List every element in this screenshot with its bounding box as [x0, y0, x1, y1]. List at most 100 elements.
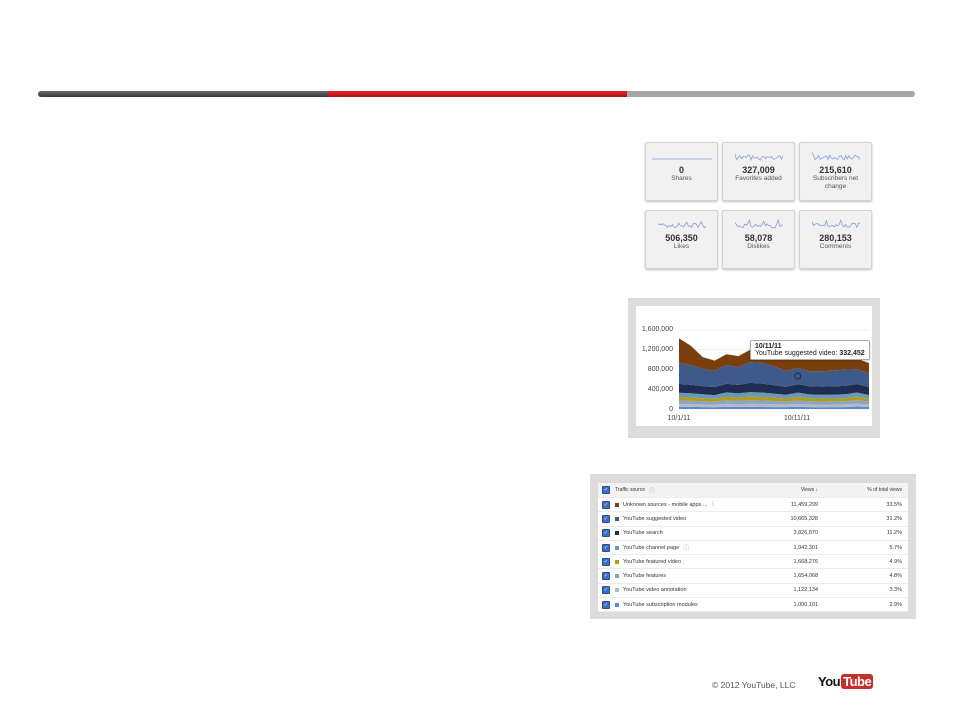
metric-label: Likes — [673, 243, 690, 250]
y-tick-label: 1,200,000 — [642, 346, 673, 353]
percent-value: 2.9% — [889, 601, 902, 608]
views-value: 3,826,870 — [793, 530, 818, 537]
series-color-swatch — [615, 545, 619, 550]
table-row[interactable]: ✓ Unknown sources - mobile apps ... ☾ 11,45… — [598, 498, 908, 513]
more-icon[interactable]: ☾ — [711, 502, 717, 509]
row-checkbox[interactable]: ✓ — [602, 572, 610, 581]
percent-value: 31.2% — [886, 515, 902, 522]
row-checkbox[interactable]: ✓ — [602, 529, 610, 538]
percent-value: 3.3% — [889, 587, 902, 594]
tooltip-value: 332,452 — [839, 350, 865, 357]
views-value: 10,665,328 — [790, 515, 818, 522]
views-value: 1,668,276 — [793, 558, 818, 565]
source-name[interactable]: YouTube featured video — [623, 558, 681, 565]
row-checkbox[interactable]: ✓ — [602, 600, 610, 609]
source-name[interactable]: YouTube features — [623, 573, 667, 580]
help-icon[interactable]: ⓘ — [649, 488, 656, 495]
area-series[interactable] — [679, 403, 869, 408]
sparkline — [811, 152, 860, 161]
sparkline-line — [734, 153, 783, 161]
tooltip-date: 10/11/11 — [755, 343, 782, 350]
sparkline-line — [734, 218, 783, 229]
y-tick-label: 0 — [669, 406, 673, 413]
table-row[interactable]: ✓ YouTube channel page ⓘ 1,942,301 5.7% — [598, 541, 908, 556]
sparkline — [657, 220, 706, 229]
header-traffic-source[interactable]: Traffic source — [615, 487, 646, 493]
sparkline-line — [811, 152, 860, 161]
table-header: ✓ Traffic source ⓘ Views ↓ % of total view… — [598, 483, 908, 498]
area-series[interactable] — [679, 406, 869, 409]
sparkline — [811, 218, 860, 229]
help-icon[interactable]: ⓘ — [683, 546, 690, 553]
chart-tooltip: 10/11/11 YouTube suggested video: 332,45… — [750, 340, 870, 360]
views-value: 1,654,068 — [793, 573, 818, 580]
views-value: 1,122,134 — [793, 587, 818, 594]
y-tick-label: 400,000 — [648, 386, 673, 393]
sparkline — [734, 153, 783, 161]
views-value: 11,459,299 — [790, 501, 818, 508]
area-series[interactable] — [679, 362, 869, 388]
metric-label: Dislikes — [747, 243, 770, 250]
area-series[interactable] — [679, 400, 869, 405]
metric-value: 506,350 — [665, 233, 698, 243]
row-checkbox[interactable]: ✓ — [602, 557, 610, 566]
row-checkbox[interactable]: ✓ — [602, 500, 610, 509]
series-color-swatch — [615, 502, 619, 507]
select-all-checkbox[interactable]: ✓ — [602, 486, 610, 494]
header-views[interactable]: Views ↓ — [800, 487, 818, 493]
series-color-swatch — [615, 588, 619, 593]
table-row[interactable]: ✓ YouTube featured video 1,668,276 4.9% — [598, 555, 908, 570]
table-row[interactable]: ✓ YouTube suggested video 10,665,328 31.2% — [598, 512, 908, 527]
y-tick-label: 800,000 — [648, 366, 673, 373]
source-name[interactable]: YouTube video annotation — [623, 587, 687, 594]
percent-value: 33.5% — [886, 501, 902, 508]
row-checkbox[interactable]: ✓ — [602, 514, 610, 523]
metric-card-comments[interactable]: 280,153 Comments — [799, 210, 872, 269]
area-series[interactable] — [679, 382, 869, 396]
header-percent[interactable]: % of total views — [867, 487, 902, 493]
area-series[interactable] — [679, 396, 869, 402]
sparkline — [734, 218, 783, 229]
x-tick-label: 10/1/11 — [668, 415, 691, 422]
row-checkbox[interactable]: ✓ — [602, 543, 610, 552]
metric-value: 0 — [678, 165, 684, 175]
row-checkbox[interactable]: ✓ — [602, 586, 610, 595]
metric-card-favorites[interactable]: 327,009 Favorites added — [722, 142, 795, 201]
series-color-swatch — [615, 602, 619, 607]
table-row[interactable]: ✓ YouTube video annotation 1,122,134 3.3% — [598, 584, 908, 599]
series-color-swatch — [615, 531, 619, 536]
metric-card-subscribers[interactable]: 215,610 Subscribers net change — [799, 142, 872, 201]
progress-segment-dark — [38, 91, 328, 97]
progress-segment-red — [328, 91, 627, 97]
stacked-area-chart[interactable]: 0 400,000 800,000 1,200,000 1,600,000 10… — [636, 306, 872, 426]
table-row[interactable]: ✓ YouTube subscription modules 1,000,101 2.… — [598, 598, 908, 613]
metric-card-shares[interactable]: 0 Shares — [645, 142, 718, 201]
sparkline — [651, 158, 712, 160]
traffic-chart-panel: 0 400,000 800,000 1,200,000 1,600,000 10… — [628, 298, 880, 438]
table-row[interactable]: ✓ YouTube features 1,654,068 4.8% — [598, 569, 908, 584]
metric-label: Comments — [819, 243, 852, 250]
source-name[interactable]: YouTube subscription modules — [623, 601, 698, 608]
source-name[interactable]: YouTube channel page — [623, 544, 680, 551]
sparkline-line — [657, 220, 706, 229]
metric-card-likes[interactable]: 506,350 Likes — [645, 210, 718, 269]
x-tick-label: 10/11/11 — [784, 415, 810, 422]
views-value: 1,942,301 — [793, 544, 818, 551]
metric-card-dislikes[interactable]: 58,078 Dislikes — [722, 210, 795, 269]
series-color-swatch — [615, 516, 619, 521]
area-series[interactable] — [679, 392, 869, 399]
hover-point[interactable] — [794, 372, 802, 380]
tooltip-series: YouTube suggested video: — [755, 350, 838, 357]
metric-value: 280,153 — [819, 233, 852, 243]
series-color-swatch — [615, 559, 619, 564]
source-name[interactable]: YouTube search — [623, 530, 663, 537]
percent-value: 5.7% — [889, 544, 902, 551]
progress-segment-gray — [627, 91, 915, 97]
percent-value: 4.8% — [889, 573, 902, 580]
metrics-cards: 0 Shares 327,009 Favorites added 215,610 Su… — [645, 142, 872, 269]
metric-label: Shares — [671, 175, 692, 182]
views-value: 1,000,101 — [793, 601, 818, 608]
source-name[interactable]: YouTube suggested video — [623, 515, 687, 522]
source-name[interactable]: Unknown sources - mobile apps ... — [623, 501, 708, 508]
table-row[interactable]: ✓ YouTube search 3,826,870 11.2% — [598, 527, 908, 541]
